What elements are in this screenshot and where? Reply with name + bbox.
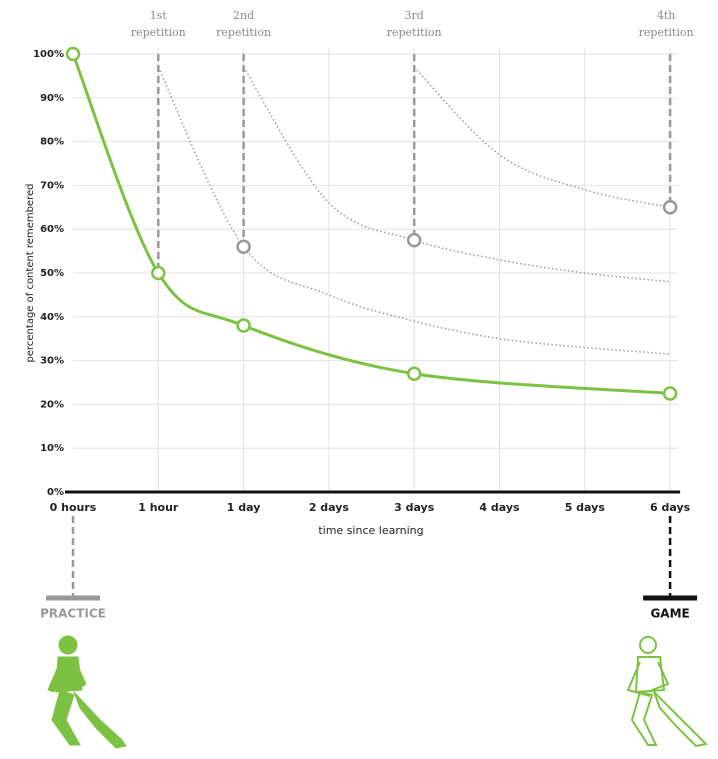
data-point (152, 267, 164, 279)
data-point (664, 387, 676, 399)
y-tick-label: 60% (40, 224, 64, 235)
practice-player (48, 636, 126, 748)
data-point (67, 48, 79, 60)
repetition-label: repetition (639, 26, 694, 39)
x-tick-label: 3 days (394, 501, 435, 514)
repetition-label: repetition (387, 26, 442, 39)
data-point (408, 368, 420, 380)
y-tick-label: 80% (40, 137, 64, 148)
page: {"chart_data": { "type": "line", "xlabel… (0, 0, 718, 755)
repetition-label: 3rd (405, 9, 424, 22)
bottom-label: GAME (650, 607, 689, 621)
chart: percentage of content remembered time si… (0, 0, 718, 755)
repetition-label: 4th (657, 9, 676, 22)
x-tick-label: 1 hour (138, 501, 179, 514)
bottom-label: PRACTICE (40, 607, 106, 621)
repetition-label: repetition (131, 26, 186, 39)
x-tick-label: 4 days (479, 501, 520, 514)
y-tick-label: 20% (40, 399, 64, 410)
x-axis-label: time since learning (318, 524, 423, 537)
y-tick-label: 50% (40, 268, 64, 279)
y-tick-label: 100% (33, 49, 64, 60)
series-line (73, 54, 670, 393)
data-point (408, 234, 420, 246)
series-line (244, 67, 670, 282)
x-tick-label: 5 days (565, 501, 606, 514)
repetition-label: repetition (216, 26, 271, 39)
y-axis-label: percentage of content remembered (25, 184, 36, 363)
y-tick-label: 10% (40, 443, 64, 454)
data-point (238, 241, 250, 253)
repetition-label: 1st (150, 9, 168, 22)
y-tick-label: 30% (40, 356, 64, 367)
x-tick-label: 6 days (650, 501, 691, 514)
y-tick-label: 40% (40, 312, 64, 323)
y-tick-label: 90% (40, 93, 64, 104)
y-tick-label: 0% (47, 487, 64, 498)
y-tick-label: 70% (40, 180, 64, 191)
repetition-label: 2nd (233, 9, 254, 22)
x-tick-label: 1 day (227, 501, 261, 514)
data-point (664, 201, 676, 213)
x-tick-label: 2 days (309, 501, 350, 514)
game-player (628, 637, 706, 746)
x-tick-label: 0 hours (50, 501, 97, 514)
data-point (238, 320, 250, 332)
series-line (414, 67, 670, 207)
